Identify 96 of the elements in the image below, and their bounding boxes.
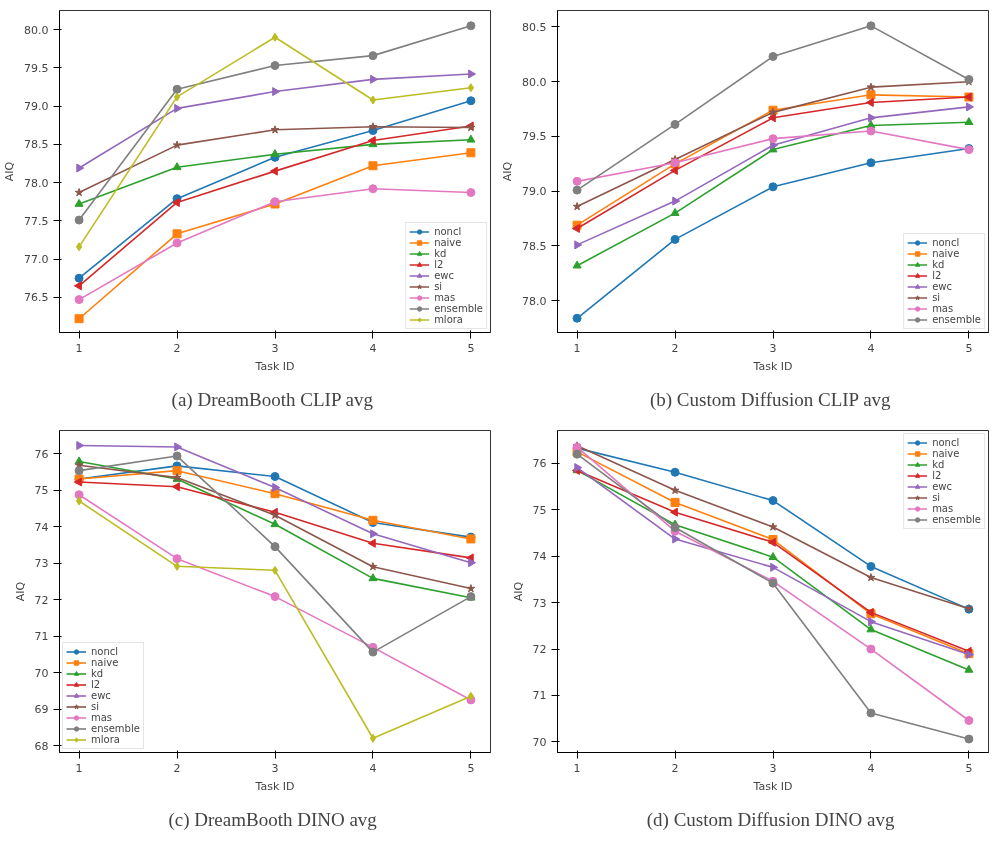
legend-label: ewc (91, 690, 111, 701)
x-tick-label: 4 (867, 341, 875, 355)
y-tick-label: 74 (34, 520, 49, 534)
x-tick-label: 1 (75, 761, 83, 775)
legend-label: naive (932, 448, 960, 459)
legend-label: mlora (434, 314, 464, 325)
legend-label: si (434, 281, 444, 292)
y-tick-label: 69 (34, 703, 49, 717)
legend-label: si (932, 292, 942, 303)
legend-label: mas (434, 292, 456, 303)
y-tick-label: 79.5 (522, 130, 547, 144)
legend-label: kd (932, 459, 946, 470)
y-tick-label: 80.0 (522, 75, 547, 89)
y-tick-label: 76 (532, 457, 547, 471)
x-tick-label: 5 (467, 761, 475, 775)
legend-label: kd (91, 668, 105, 679)
y-tick-label: 79.0 (24, 100, 49, 114)
legend-label: ewc (932, 481, 953, 492)
legend-label: si (932, 492, 942, 503)
legend-label: l2 (932, 470, 943, 481)
x-tick-label: 3 (271, 761, 279, 775)
y-tick-label: 80.5 (522, 20, 547, 34)
x-tick-label: 3 (769, 761, 777, 775)
y-tick-label: 75 (532, 503, 547, 517)
legend-label: mlora (91, 734, 120, 745)
legend-label: mas (91, 712, 113, 723)
y-tick-label: 72 (34, 593, 49, 607)
x-tick-label: 1 (573, 341, 581, 355)
text: (b) Custom Diffusion CLIP avg (649, 388, 892, 411)
legend-label: mas (932, 503, 954, 514)
y-tick-label: 79.5 (24, 61, 49, 75)
y-tick-label: 77.5 (24, 214, 49, 228)
x-tick-label: 5 (965, 761, 973, 775)
x-axis-title: Task ID (752, 779, 793, 793)
legend-label: ensemble (434, 303, 483, 314)
legend-label: kd (434, 248, 448, 259)
legend-label: noncl (91, 646, 119, 657)
legend-label: naive (91, 657, 119, 668)
y-tick-label: 70 (34, 666, 49, 680)
y-tick-label: 74 (532, 550, 547, 564)
text: (d) Custom Diffusion DINO avg (646, 808, 895, 831)
y-axis-title: AIQ (501, 161, 515, 182)
y-tick-label: 78.5 (24, 138, 49, 152)
legend-label: ewc (434, 270, 455, 281)
y-tick-label: 71 (532, 689, 547, 703)
y-tick-label: 78.0 (522, 294, 547, 308)
y-tick-label: 78.0 (24, 176, 49, 190)
legend-label: noncl (932, 437, 960, 448)
text: (c) DreamBooth DINO avg (168, 808, 378, 831)
legend-label: noncl (932, 237, 960, 248)
x-tick-label: 2 (671, 761, 679, 775)
y-tick-label: 75 (34, 484, 49, 498)
y-tick-label: 68 (34, 739, 49, 753)
legend-label: mas (932, 303, 954, 314)
x-tick-label: 2 (173, 761, 181, 775)
y-tick-label: 73 (532, 596, 547, 610)
x-tick-label: 4 (369, 761, 377, 775)
legend-label: ewc (932, 281, 953, 292)
y-tick-label: 76 (34, 447, 49, 461)
x-tick-label: 1 (573, 761, 581, 775)
legend-label: si (91, 701, 100, 712)
y-tick-label: 78.5 (522, 239, 547, 253)
x-tick-label: 3 (271, 341, 279, 355)
x-tick-label: 2 (173, 341, 181, 355)
legend-label: naive (434, 237, 462, 248)
text: (a) DreamBooth CLIP avg (171, 388, 374, 411)
legend-label: naive (932, 248, 960, 259)
legend-label: l2 (434, 259, 445, 270)
y-tick-label: 71 (34, 630, 49, 644)
y-axis-title: AIQ (13, 581, 27, 602)
legend-label: ensemble (932, 514, 981, 525)
x-axis-title: Task ID (254, 359, 295, 373)
legend-label: noncl (434, 226, 462, 237)
legend-label: ensemble (932, 314, 981, 325)
x-tick-label: 4 (867, 761, 875, 775)
legend-label: l2 (932, 270, 943, 281)
x-tick-label: 1 (75, 341, 83, 355)
y-tick-label: 70 (532, 735, 547, 749)
y-axis-title: AIQ (511, 581, 525, 602)
x-tick-label: 5 (467, 341, 475, 355)
x-tick-label: 4 (369, 341, 377, 355)
y-tick-label: 79.0 (522, 185, 547, 199)
y-tick-label: 72 (532, 643, 547, 657)
x-axis-title: Task ID (752, 359, 793, 373)
x-tick-label: 5 (965, 341, 973, 355)
y-tick-label: 76.5 (24, 291, 49, 305)
x-tick-label: 3 (769, 341, 777, 355)
y-tick-label: 80.0 (24, 23, 49, 37)
y-tick-label: 77.0 (24, 253, 49, 267)
legend-label: ensemble (91, 723, 140, 734)
x-axis-title: Task ID (254, 779, 295, 793)
y-axis-title: AIQ (3, 161, 17, 182)
legend-label: l2 (91, 679, 102, 690)
legend-label: kd (932, 259, 946, 270)
y-tick-label: 73 (34, 557, 49, 571)
x-tick-label: 2 (671, 341, 679, 355)
